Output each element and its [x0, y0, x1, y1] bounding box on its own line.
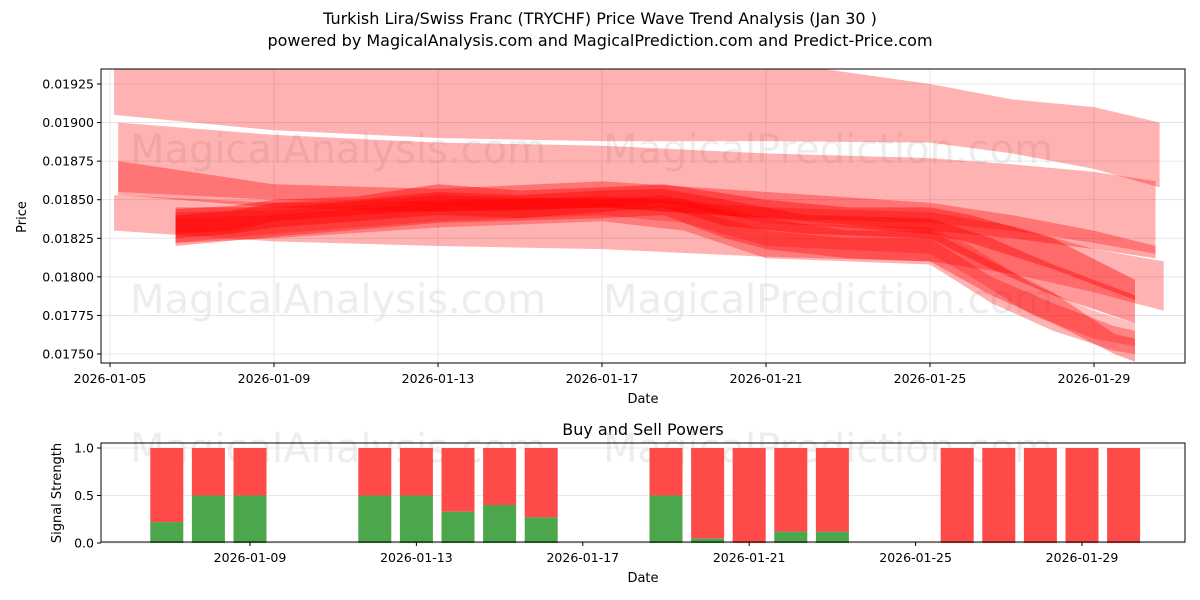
x-tick-label: 2026-01-09 — [238, 371, 311, 386]
sell-bar — [691, 448, 724, 538]
sell-bar — [982, 448, 1015, 543]
y-tick-label: 0.01800 — [42, 269, 94, 284]
sell-bar — [483, 448, 516, 505]
sell-bar — [525, 448, 558, 517]
sell-bar — [358, 448, 391, 496]
buy-bar — [234, 496, 267, 544]
x-tick-label: 2026-01-21 — [713, 550, 786, 565]
y-tick-label: 0.0 — [74, 536, 94, 551]
y-axis-label: Signal Strength — [50, 443, 65, 543]
x-tick-label: 2026-01-13 — [402, 371, 475, 386]
sell-bar — [1024, 448, 1057, 543]
sell-bar — [234, 448, 267, 496]
x-tick-label: 2026-01-25 — [879, 550, 952, 565]
sell-bar — [442, 448, 475, 512]
y-axis-ticks: 0.0 0.5 1.0 — [74, 441, 101, 551]
x-axis-label: Date — [627, 392, 658, 407]
sell-bar — [733, 448, 766, 543]
x-tick-label: 2026-01-13 — [380, 550, 453, 565]
x-tick-label: 2026-01-25 — [894, 371, 967, 386]
x-axis-ticks: 2026-01-09 2026-01-13 2026-01-17 2026-01-21… — [214, 542, 1119, 565]
y-tick-label: 0.01825 — [42, 231, 94, 246]
buy-sell-chart: Buy and Sell Powers MagicalAnalysis.com … — [50, 420, 1185, 586]
price-wave-chart: MagicalAnalysis.com MagicalPrediction.co… — [15, 45, 1185, 407]
sell-bar — [150, 448, 183, 522]
buy-bar — [774, 532, 807, 543]
y-axis-ticks: 0.01750 0.01775 0.01800 0.01825 0.01850 0.018… — [42, 77, 101, 362]
sell-bar — [1066, 448, 1099, 543]
chart-canvas: MagicalAnalysis.com MagicalPrediction.co… — [0, 0, 1200, 600]
x-tick-label: 2026-01-09 — [214, 550, 287, 565]
y-tick-label: 0.01900 — [42, 115, 94, 130]
sell-bar — [650, 448, 683, 496]
x-tick-label: 2026-01-17 — [566, 371, 639, 386]
x-tick-label: 2026-01-29 — [1058, 371, 1131, 386]
buy-bar — [525, 517, 558, 543]
sell-bar — [192, 448, 225, 496]
buy-bar — [816, 532, 849, 543]
x-tick-label: 2026-01-17 — [546, 550, 619, 565]
sell-bar — [1107, 448, 1140, 543]
sell-bar — [774, 448, 807, 532]
x-tick-label: 2026-01-05 — [74, 371, 147, 386]
sell-bar — [941, 448, 974, 543]
sell-bar — [400, 448, 433, 496]
y-tick-label: 0.01775 — [42, 308, 94, 323]
buy-bar — [483, 505, 516, 543]
buy-bar — [400, 496, 433, 544]
y-axis-label: Price — [15, 201, 30, 233]
x-tick-label: 2026-01-29 — [1046, 550, 1119, 565]
watermark-left-mid: MagicalAnalysis.com — [130, 277, 546, 323]
y-tick-label: 0.01850 — [42, 192, 94, 207]
buy-bar — [650, 496, 683, 544]
sell-bar — [816, 448, 849, 532]
y-tick-label: 0.01875 — [42, 154, 94, 169]
buy-bar — [192, 496, 225, 544]
x-axis-ticks: 2026-01-05 2026-01-09 2026-01-13 2026-01-17… — [74, 363, 1131, 386]
buy-bar — [150, 522, 183, 543]
buy-bar — [442, 512, 475, 543]
x-axis-label: Date — [627, 571, 658, 586]
y-tick-label: 0.01750 — [42, 346, 94, 361]
y-tick-label: 1.0 — [74, 441, 94, 456]
x-tick-label: 2026-01-21 — [730, 371, 803, 386]
y-tick-label: 0.01925 — [42, 77, 94, 92]
y-tick-label: 0.5 — [74, 488, 94, 503]
buy-bar — [358, 496, 391, 544]
